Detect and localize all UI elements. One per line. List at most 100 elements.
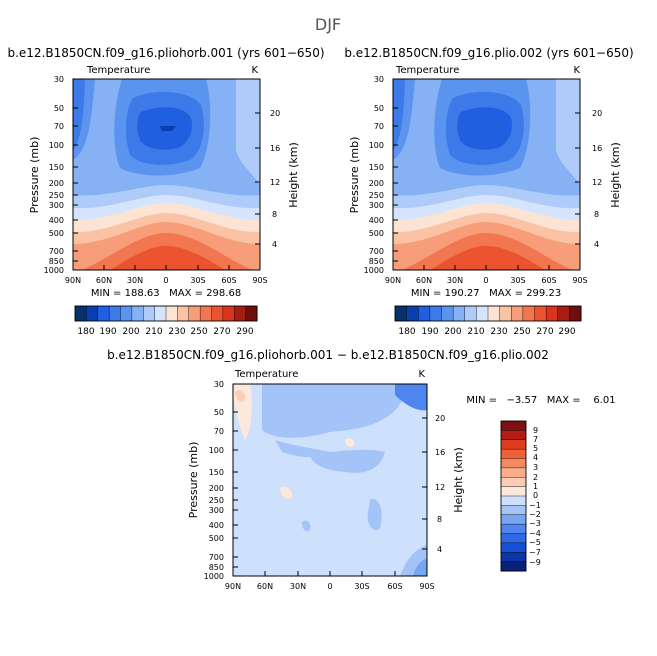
panel-c-subtitle-right: K <box>418 369 425 380</box>
colorbar-cell <box>464 305 477 322</box>
panel-a-cbar-label: 270 <box>213 327 230 337</box>
panel-c-ytick: 700 <box>209 553 224 562</box>
panel-b-xtick: 30S <box>510 276 525 285</box>
panel-a-xtick: 0 <box>163 276 168 285</box>
colorbar-cell <box>97 305 110 322</box>
panel-b-subtitle-right: K <box>573 65 580 76</box>
panel-a-ytick: 150 <box>49 163 64 172</box>
panel-a-stats: MIN = 188.63 MAX = 298.68 <box>91 288 241 299</box>
colorbar-cell <box>108 305 122 322</box>
panel-c-cbar-label: −5 <box>529 538 541 547</box>
colorbar-cell <box>154 305 167 322</box>
colorbar-cell <box>487 305 501 322</box>
colorbar-cell <box>500 467 527 478</box>
panel-c-ytick: 30 <box>214 380 224 389</box>
panel-plio: b.e12.B1850CN.f09_g16.plio.002 (yrs 601−… <box>344 46 633 337</box>
panel-c-xtick: 60N <box>257 582 273 591</box>
panel-c-title: b.e12.B1850CN.f09_g16.pliohorb.001 − b.e… <box>107 348 549 362</box>
panel-c-field <box>233 384 427 576</box>
panel-b-cbar-label: 210 <box>467 327 484 337</box>
colorbar-cell <box>234 305 247 322</box>
panel-c-cbar-label: −7 <box>529 548 541 557</box>
panel-c-y2tick: 4 <box>437 545 442 554</box>
panel-c-y2tick: 16 <box>435 448 445 457</box>
panel-c-ytick: 1000 <box>204 572 224 581</box>
panel-c-cbar-label: 1 <box>533 482 538 491</box>
panel-b-y-axis: 30 50 70 100 150 200 250 300 400 500 700… <box>364 75 398 275</box>
panel-c-ytick: 850 <box>209 563 224 572</box>
panel-a-ytick: 250 <box>49 191 64 200</box>
panel-a-y2tick: 12 <box>270 178 280 187</box>
panel-b-ytick: 850 <box>369 257 384 266</box>
panel-a-cbar-label: 180 <box>77 327 94 337</box>
panel-a-xtick: 90N <box>65 276 81 285</box>
panel-b-y2tick: 8 <box>594 210 599 219</box>
colorbar-cell <box>165 305 178 322</box>
panel-b-cbar-label: 230 <box>490 327 507 337</box>
panel-b-field <box>393 79 580 270</box>
panel-c-ytick: 70 <box>214 427 224 436</box>
panel-c-ytick: 100 <box>209 446 224 455</box>
panel-b-ytick: 700 <box>369 247 384 256</box>
panel-b-ytick: 500 <box>369 229 384 238</box>
panel-b-cbar-label: 190 <box>421 327 438 337</box>
colorbar-cell <box>211 305 224 322</box>
panel-b-cbar-label: 200 <box>444 327 461 337</box>
panel-b-ytick: 300 <box>369 201 384 210</box>
panel-a-ytick: 500 <box>49 229 64 238</box>
panel-c-cbar-label: −1 <box>529 501 541 510</box>
panel-b-cbar-label: 270 <box>536 327 553 337</box>
panel-c-x-axis: 90N 60N 30N 0 30S 60S 90S <box>225 571 435 591</box>
panel-b-y2-axis: 20 16 12 8 4 <box>575 109 602 249</box>
panel-c-ytick: 300 <box>209 506 224 515</box>
colorbar-cell <box>131 305 144 322</box>
colorbar-cell <box>500 486 527 497</box>
colorbar-cell <box>418 305 431 322</box>
panel-a-ytick: 700 <box>49 247 64 256</box>
colorbar-cell <box>500 477 527 488</box>
panel-c-cbar-label: 9 <box>533 426 538 435</box>
panel-c-xtick: 90N <box>225 582 241 591</box>
panel-b-title: b.e12.B1850CN.f09_g16.plio.002 (yrs 601−… <box>344 46 633 60</box>
panel-a-ytick: 200 <box>49 179 64 188</box>
colorbar-cell <box>500 439 527 450</box>
colorbar-cell <box>429 305 443 322</box>
panel-c-ytick: 200 <box>209 484 224 493</box>
panel-a-y-axis: 30 50 70 100 150 200 250 300 400 500 700… <box>44 75 78 275</box>
panel-c-y-axis: 30 50 70 100 150 200 250 300 400 500 700… <box>204 380 238 581</box>
panel-b-subtitle-left: Temperature <box>395 65 459 76</box>
panel-c-ytick: 150 <box>209 468 224 477</box>
figure-title: DJF <box>315 15 341 34</box>
panel-b-ytick: 1000 <box>364 266 384 275</box>
panel-c-cbar-label: 0 <box>533 491 538 500</box>
panel-a-xtick: 60N <box>96 276 112 285</box>
panel-c-cbar-label: 2 <box>533 473 538 482</box>
panel-pliohorb: b.e12.B1850CN.f09_g16.pliohorb.001 (yrs … <box>7 46 324 337</box>
colorbar-cell <box>500 542 527 553</box>
panel-c-ytick: 500 <box>209 534 224 543</box>
colorbar-cell <box>500 430 527 441</box>
colorbar-cell <box>500 420 527 431</box>
panel-c-y2-axis: 20 16 12 8 4 <box>422 414 445 554</box>
colorbar-cell <box>534 305 547 322</box>
panel-a-subtitle-right: K <box>251 65 258 76</box>
panel-c-xtick: 30S <box>354 582 369 591</box>
panel-b-y2tick: 12 <box>592 178 602 187</box>
colorbar-cell <box>522 305 536 322</box>
panel-a-ytick: 50 <box>54 104 64 113</box>
panel-c-stats: MIN = −3.57 MAX = 6.01 <box>466 395 615 406</box>
panel-b-xtick: 90N <box>385 276 401 285</box>
colorbar-cell <box>86 305 99 322</box>
colorbar-cell <box>177 305 190 322</box>
colorbar-cell <box>199 305 213 322</box>
panel-a-ytick: 1000 <box>44 266 64 275</box>
colorbar-cell <box>569 305 582 322</box>
colorbar-cell <box>511 305 524 322</box>
panel-b-ytick: 30 <box>374 75 384 84</box>
panel-c-cbar-label: −4 <box>529 529 541 538</box>
panel-a-cbar-label: 290 <box>236 327 253 337</box>
panel-a-ytick: 70 <box>54 122 64 131</box>
panel-a-y2tick: 16 <box>270 144 280 153</box>
panel-b-y2tick: 16 <box>592 144 602 153</box>
